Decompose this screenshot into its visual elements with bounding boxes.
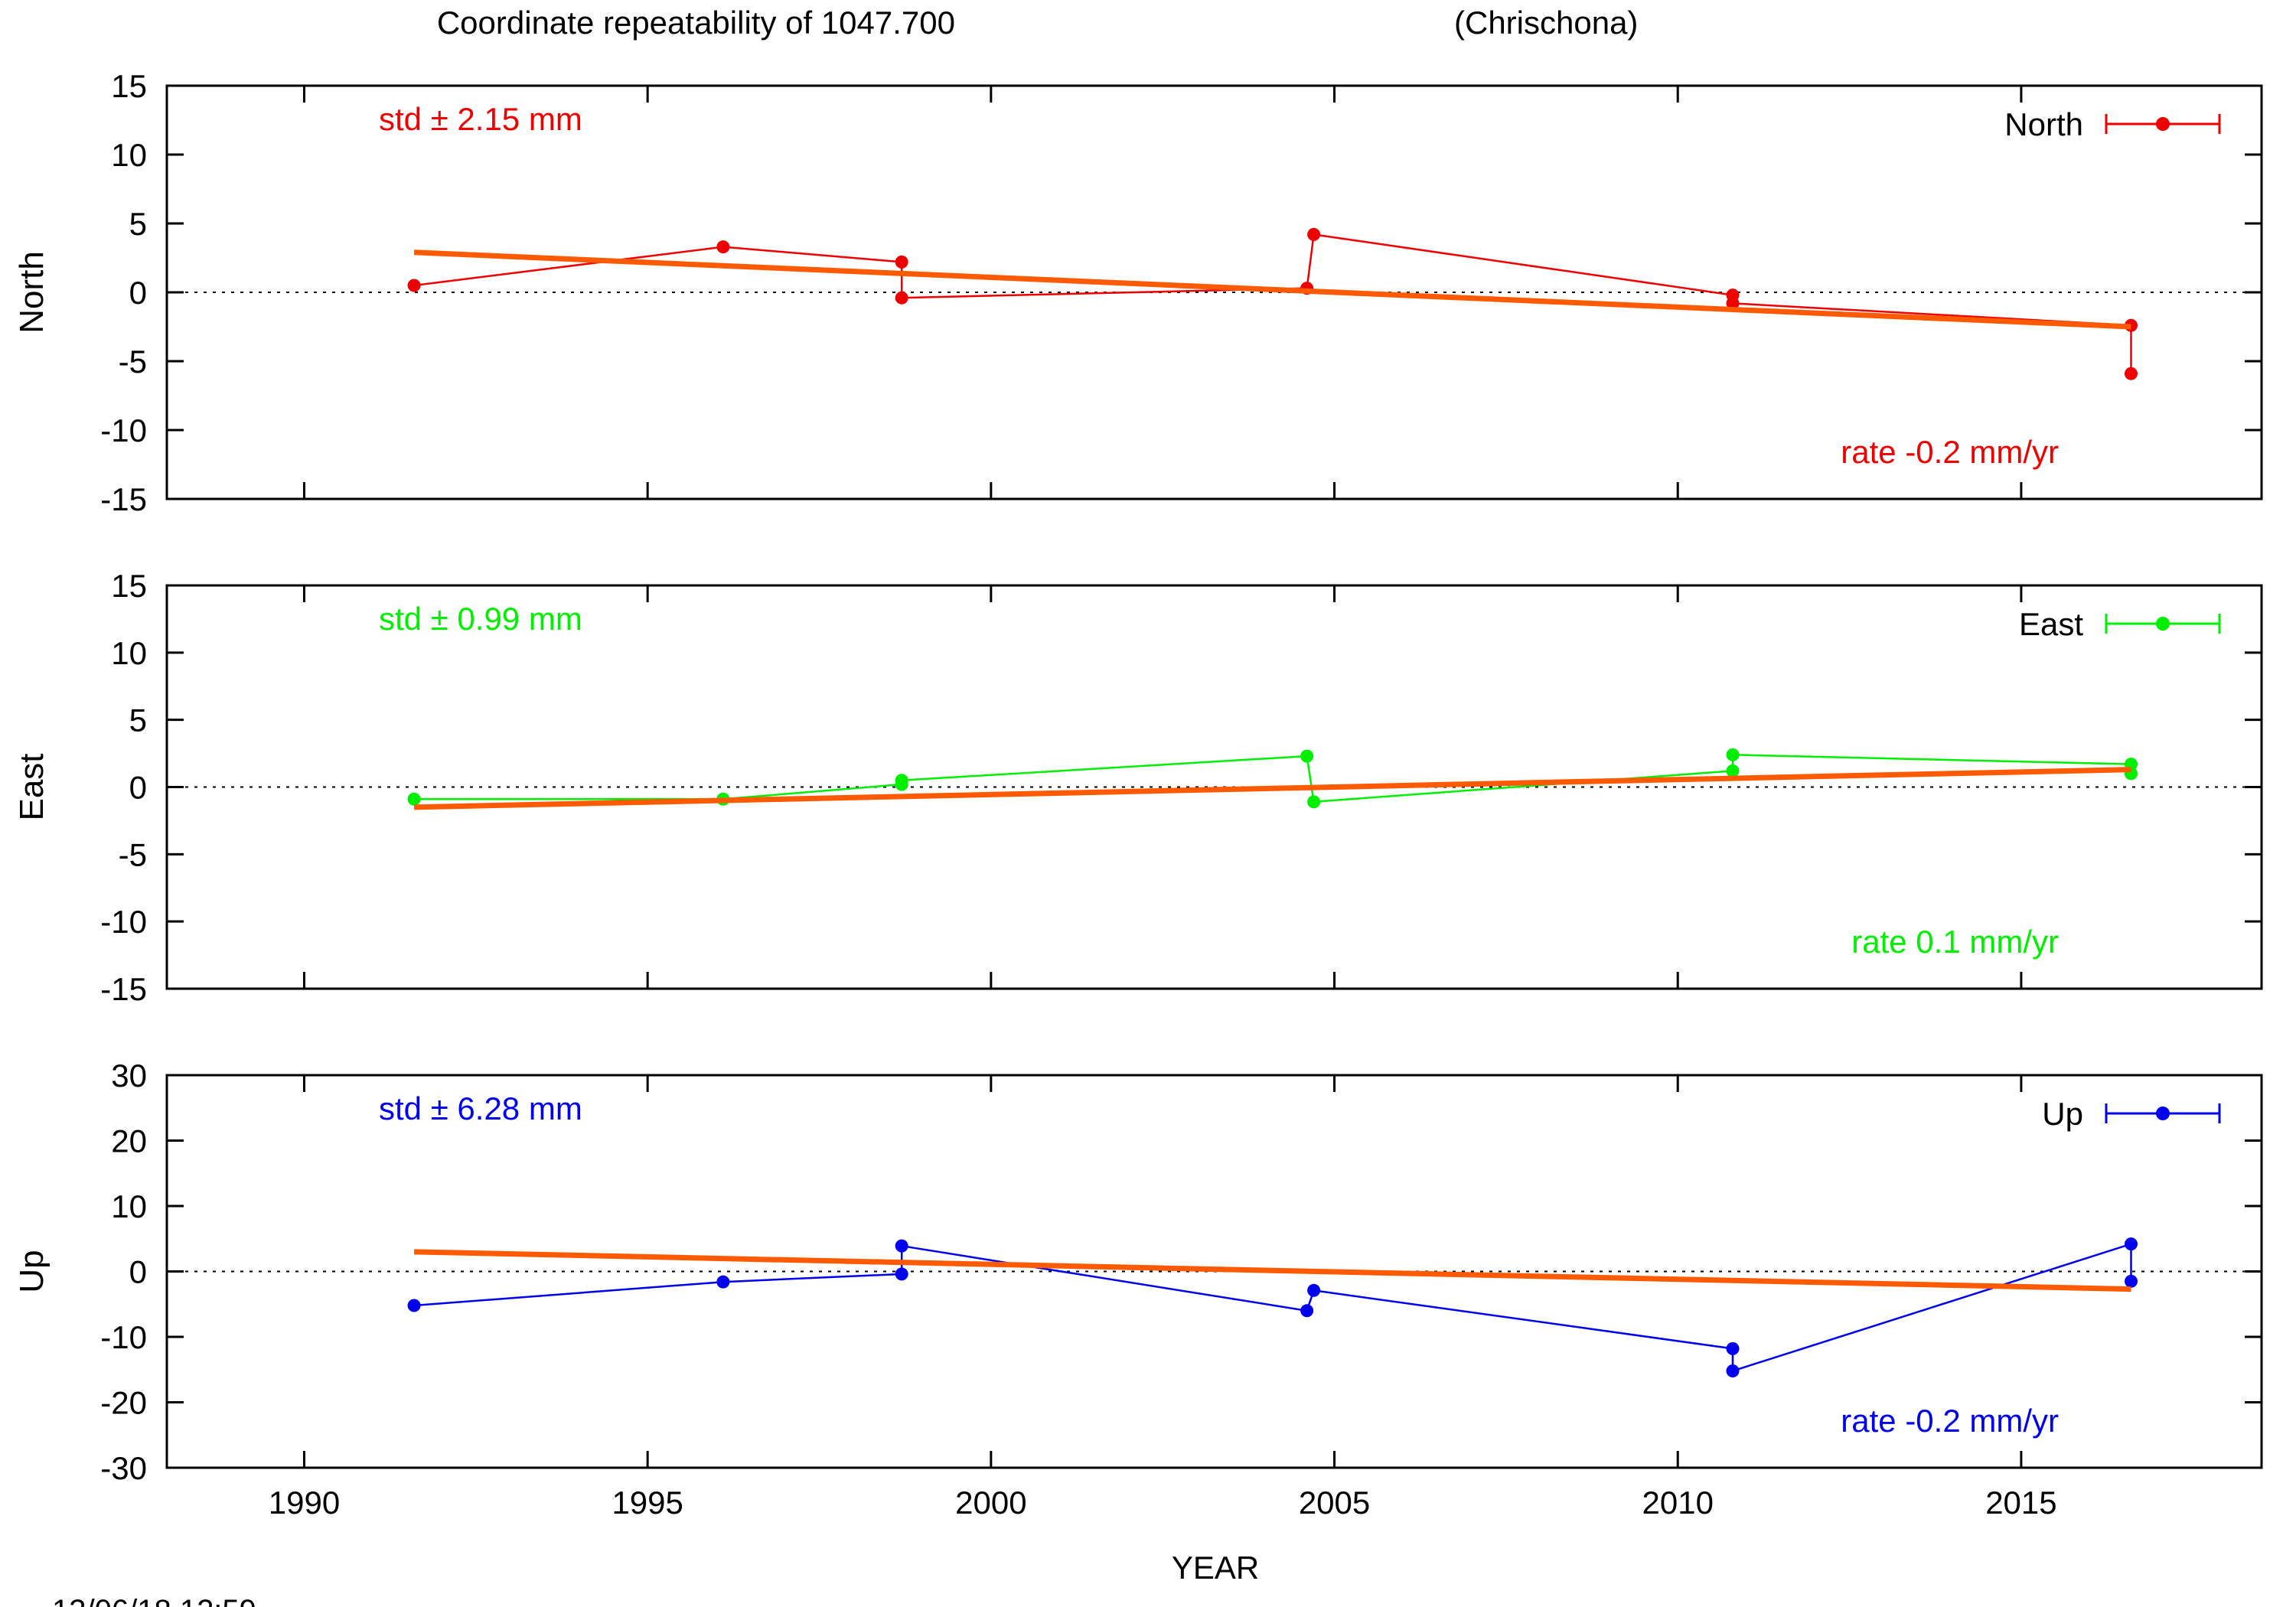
x-tick-label: 1995 — [612, 1485, 683, 1521]
up-rate-label: rate -0.2 mm/yr — [1841, 1403, 2059, 1439]
east-ytick-label: -5 — [119, 836, 147, 872]
east-axis-label: East — [13, 753, 51, 820]
east-panel: 15 10 5 0 -5 -10 -15 std ± 0.99 mm rate 0.1 mm/y… — [13, 568, 2263, 1007]
timestamp-label: 13/06/18 12:59 — [52, 1594, 256, 1607]
east-data-point — [1300, 749, 1314, 763]
up-std-label: std ± 6.28 mm — [379, 1090, 582, 1126]
north-legend-label: North — [2004, 106, 2083, 142]
east-ytick-label: 0 — [129, 770, 147, 806]
east-ytick-label: -15 — [100, 971, 147, 1007]
north-data-point — [716, 240, 730, 254]
up-axis-label: Up — [13, 1250, 51, 1292]
north-rate-label: rate -0.2 mm/yr — [1841, 434, 2059, 470]
up-ytick-label: 10 — [111, 1188, 147, 1224]
east-ytick-label: 15 — [111, 568, 147, 604]
up-ytick-label: -10 — [100, 1319, 147, 1355]
year-axis: 1990 1995 2000 2005 2010 2015 — [269, 1485, 2057, 1521]
x-tick-label: 2005 — [1299, 1485, 1370, 1521]
north-std-label: std ± 2.15 mm — [379, 101, 582, 137]
east-data-point — [895, 774, 908, 787]
east-ytick-label: -10 — [100, 904, 147, 940]
up-ytick-label: 30 — [111, 1058, 147, 1094]
station-name: (Chrischona) — [1454, 5, 1638, 41]
up-legend-marker — [2156, 1107, 2170, 1120]
up-data-point — [1726, 1364, 1740, 1377]
up-ytick-label: -20 — [100, 1385, 147, 1421]
north-panel: 15 10 5 0 -5 -10 -15 std ± 2.15 mm rate -0.2 mm/… — [13, 68, 2263, 517]
up-data-point — [1726, 1341, 1740, 1355]
up-panel: 30 20 10 0 -10 -20 -30 std ± 6.28 mm rate -0.2 m… — [13, 1058, 2263, 1486]
x-tick-label: 1990 — [269, 1485, 340, 1521]
up-ytick-label: 0 — [129, 1254, 147, 1290]
up-data-point — [407, 1299, 421, 1312]
east-ytick-label: 10 — [111, 635, 147, 671]
east-legend-label: East — [2019, 606, 2083, 642]
x-tick-label: 2000 — [955, 1485, 1026, 1521]
north-series-line — [413, 233, 2132, 374]
up-data-point — [716, 1275, 730, 1289]
x-axis-label: YEAR — [1172, 1550, 1259, 1586]
north-axis-label: North — [13, 251, 51, 334]
up-data-point — [2124, 1237, 2138, 1251]
east-data-point — [1726, 748, 1740, 761]
up-data-point — [2124, 1274, 2138, 1288]
north-data-point — [1726, 296, 1740, 310]
east-trend-line — [413, 767, 2131, 810]
north-data-point — [407, 279, 421, 292]
up-trend-line — [413, 1249, 2131, 1292]
up-ytick-label: -30 — [100, 1450, 147, 1486]
east-data-point — [1726, 764, 1740, 777]
up-data-point — [1307, 1283, 1321, 1297]
north-ytick-label: 10 — [111, 137, 147, 173]
up-data-point — [1300, 1304, 1314, 1318]
chart-title: Coordinate repeatability of 1047.700 — [437, 5, 955, 41]
east-rate-label: rate 0.1 mm/yr — [1851, 924, 2059, 960]
north-ytick-label: 15 — [111, 68, 147, 104]
up-data-point — [895, 1267, 908, 1281]
east-std-label: std ± 0.99 mm — [379, 601, 582, 637]
north-data-point — [895, 255, 908, 269]
north-ytick-label: 5 — [129, 206, 147, 242]
up-legend-label: Up — [2042, 1096, 2083, 1132]
x-tick-label: 2010 — [1642, 1485, 1714, 1521]
north-ytick-label: -5 — [119, 344, 147, 380]
north-ytick-label: 0 — [129, 275, 147, 311]
up-data-point — [895, 1239, 908, 1253]
north-data-point — [1307, 227, 1321, 241]
north-trend-line — [413, 249, 2131, 330]
up-ytick-label: 20 — [111, 1123, 147, 1159]
east-ytick-label: 5 — [129, 702, 147, 738]
north-ytick-label: -15 — [100, 481, 147, 517]
north-data-point — [895, 291, 908, 305]
up-series-line — [414, 1242, 2132, 1373]
east-legend-marker — [2156, 617, 2170, 631]
east-data-point — [1307, 795, 1321, 809]
north-data-point — [2124, 367, 2138, 380]
east-series-line — [414, 754, 2132, 804]
north-ytick-label: -10 — [100, 412, 147, 448]
east-data-point — [407, 792, 421, 806]
north-legend-marker — [2156, 117, 2170, 131]
x-tick-label: 2015 — [1985, 1485, 2056, 1521]
